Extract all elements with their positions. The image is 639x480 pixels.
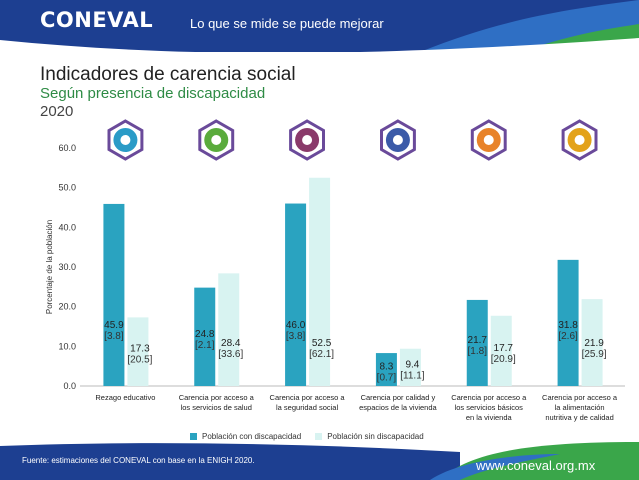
bracket-label-with: [2.6] xyxy=(558,331,578,342)
data-label-without: 28.4 xyxy=(221,338,241,349)
y-tick-label: 50.0 xyxy=(58,183,76,193)
category-label: la seguridad social xyxy=(276,403,338,412)
bracket-label-without: [20.9] xyxy=(491,354,516,365)
category-label: espacios de la vivienda xyxy=(359,403,437,412)
category-label: Carencia por acceso a xyxy=(270,393,346,402)
y-tick-label: 40.0 xyxy=(58,222,76,232)
legend-swatch-with xyxy=(190,433,197,440)
data-label-with: 31.8 xyxy=(558,320,578,331)
data-label-with: 24.8 xyxy=(195,329,215,340)
category-label: nutritiva y de calidad xyxy=(545,413,613,422)
category-label: Carencia por acceso a xyxy=(451,393,527,402)
bar-without-disability xyxy=(581,299,603,386)
website-link[interactable]: www.coneval.org.mx xyxy=(476,458,596,473)
y-tick-label: 0.0 xyxy=(63,381,76,391)
bracket-label-with: [2.1] xyxy=(195,340,215,351)
chart-year: 2020 xyxy=(40,103,74,120)
food-icon-glyph xyxy=(574,135,585,145)
legend-item-without: Población sin discapacidad xyxy=(315,432,424,441)
y-tick-label: 60.0 xyxy=(58,143,76,153)
data-label-without: 17.7 xyxy=(494,343,514,354)
category-label: Rezago educativo xyxy=(95,393,155,402)
social-security-icon-glyph xyxy=(302,135,313,145)
data-label-without: 21.9 xyxy=(584,338,604,349)
category-label: en la vivienda xyxy=(466,413,513,422)
bracket-label-with: [0.7] xyxy=(377,373,397,384)
y-tick-label: 20.0 xyxy=(58,302,76,312)
footer-banner xyxy=(0,440,639,480)
y-tick-label: 10.0 xyxy=(58,341,76,351)
education-icon-glyph xyxy=(120,135,131,145)
legend-swatch-without xyxy=(315,433,323,440)
data-label-with: 21.7 xyxy=(468,335,488,346)
y-axis-label: Porcentaje de la población xyxy=(45,220,54,314)
legend-item-with: Población con discapacidad xyxy=(190,432,301,441)
bracket-label-without: [25.9] xyxy=(582,349,607,360)
category-label: los servicios de salud xyxy=(181,403,252,412)
bar-with-disability xyxy=(194,287,216,386)
bar-without-disability xyxy=(309,177,331,386)
slogan: Lo que se mide se puede mejorar xyxy=(190,16,384,31)
bracket-label-without: [20.5] xyxy=(127,355,152,366)
basic-services-icon-glyph xyxy=(483,135,494,145)
data-label-with: 8.3 xyxy=(379,362,393,373)
bar-with-disability xyxy=(375,353,397,386)
footer-background xyxy=(0,442,639,480)
data-label-with: 46.0 xyxy=(286,320,306,331)
bar-without-disability xyxy=(218,273,240,386)
housing-icon-glyph xyxy=(392,135,403,145)
y-tick-label: 30.0 xyxy=(58,262,76,272)
bar-chart: 0.0 10.0 20.0 30.0 40.0 50.0 60.0 Porcentaje de… xyxy=(45,119,625,422)
bracket-label-with: [3.8] xyxy=(286,331,306,342)
legend-label-without: Población sin discapacidad xyxy=(327,432,424,441)
data-label-without: 9.4 xyxy=(405,359,419,370)
category-label: Carencia por acceso a xyxy=(179,393,255,402)
health-icon-glyph xyxy=(211,135,222,145)
category-label: la alimentación xyxy=(555,403,605,412)
bracket-label-without: [33.6] xyxy=(218,349,243,360)
data-label-without: 52.5 xyxy=(312,338,332,349)
coneval-logo[interactable]: CONEVAL xyxy=(40,8,154,32)
bar-with-disability xyxy=(103,203,125,386)
legend-label-with: Población con discapacidad xyxy=(202,432,302,441)
chart-subtitle: Según presencia de discapacidad xyxy=(40,85,266,102)
category-label: los servicios básicos xyxy=(455,403,524,412)
bar-without-disability xyxy=(490,315,512,386)
category-label: Carencia por calidad y xyxy=(361,393,436,402)
bar-with-disability xyxy=(466,299,488,386)
header-background xyxy=(0,0,639,52)
chart-legend: Población con discapacidad Población sin… xyxy=(190,432,424,441)
bar-with-disability xyxy=(285,203,307,386)
bracket-label-without: [62.1] xyxy=(309,349,334,360)
header-banner: CONEVAL Lo que se mide se puede mejorar xyxy=(0,0,639,52)
source-note: Fuente: estimaciones del CONEVAL con bas… xyxy=(22,456,255,465)
bar-without-disability xyxy=(399,348,421,386)
category-label: Carencia por acceso a xyxy=(542,393,618,402)
data-label-with: 45.9 xyxy=(104,320,124,331)
bracket-label-with: [3.8] xyxy=(104,331,124,342)
chart-title: Indicadores de carencia social xyxy=(40,64,296,85)
data-label-without: 17.3 xyxy=(130,344,150,355)
bracket-label-with: [1.8] xyxy=(468,346,488,357)
bar-without-disability xyxy=(127,317,149,386)
bar-with-disability xyxy=(557,259,579,386)
bracket-label-without: [11.1] xyxy=(400,370,424,381)
